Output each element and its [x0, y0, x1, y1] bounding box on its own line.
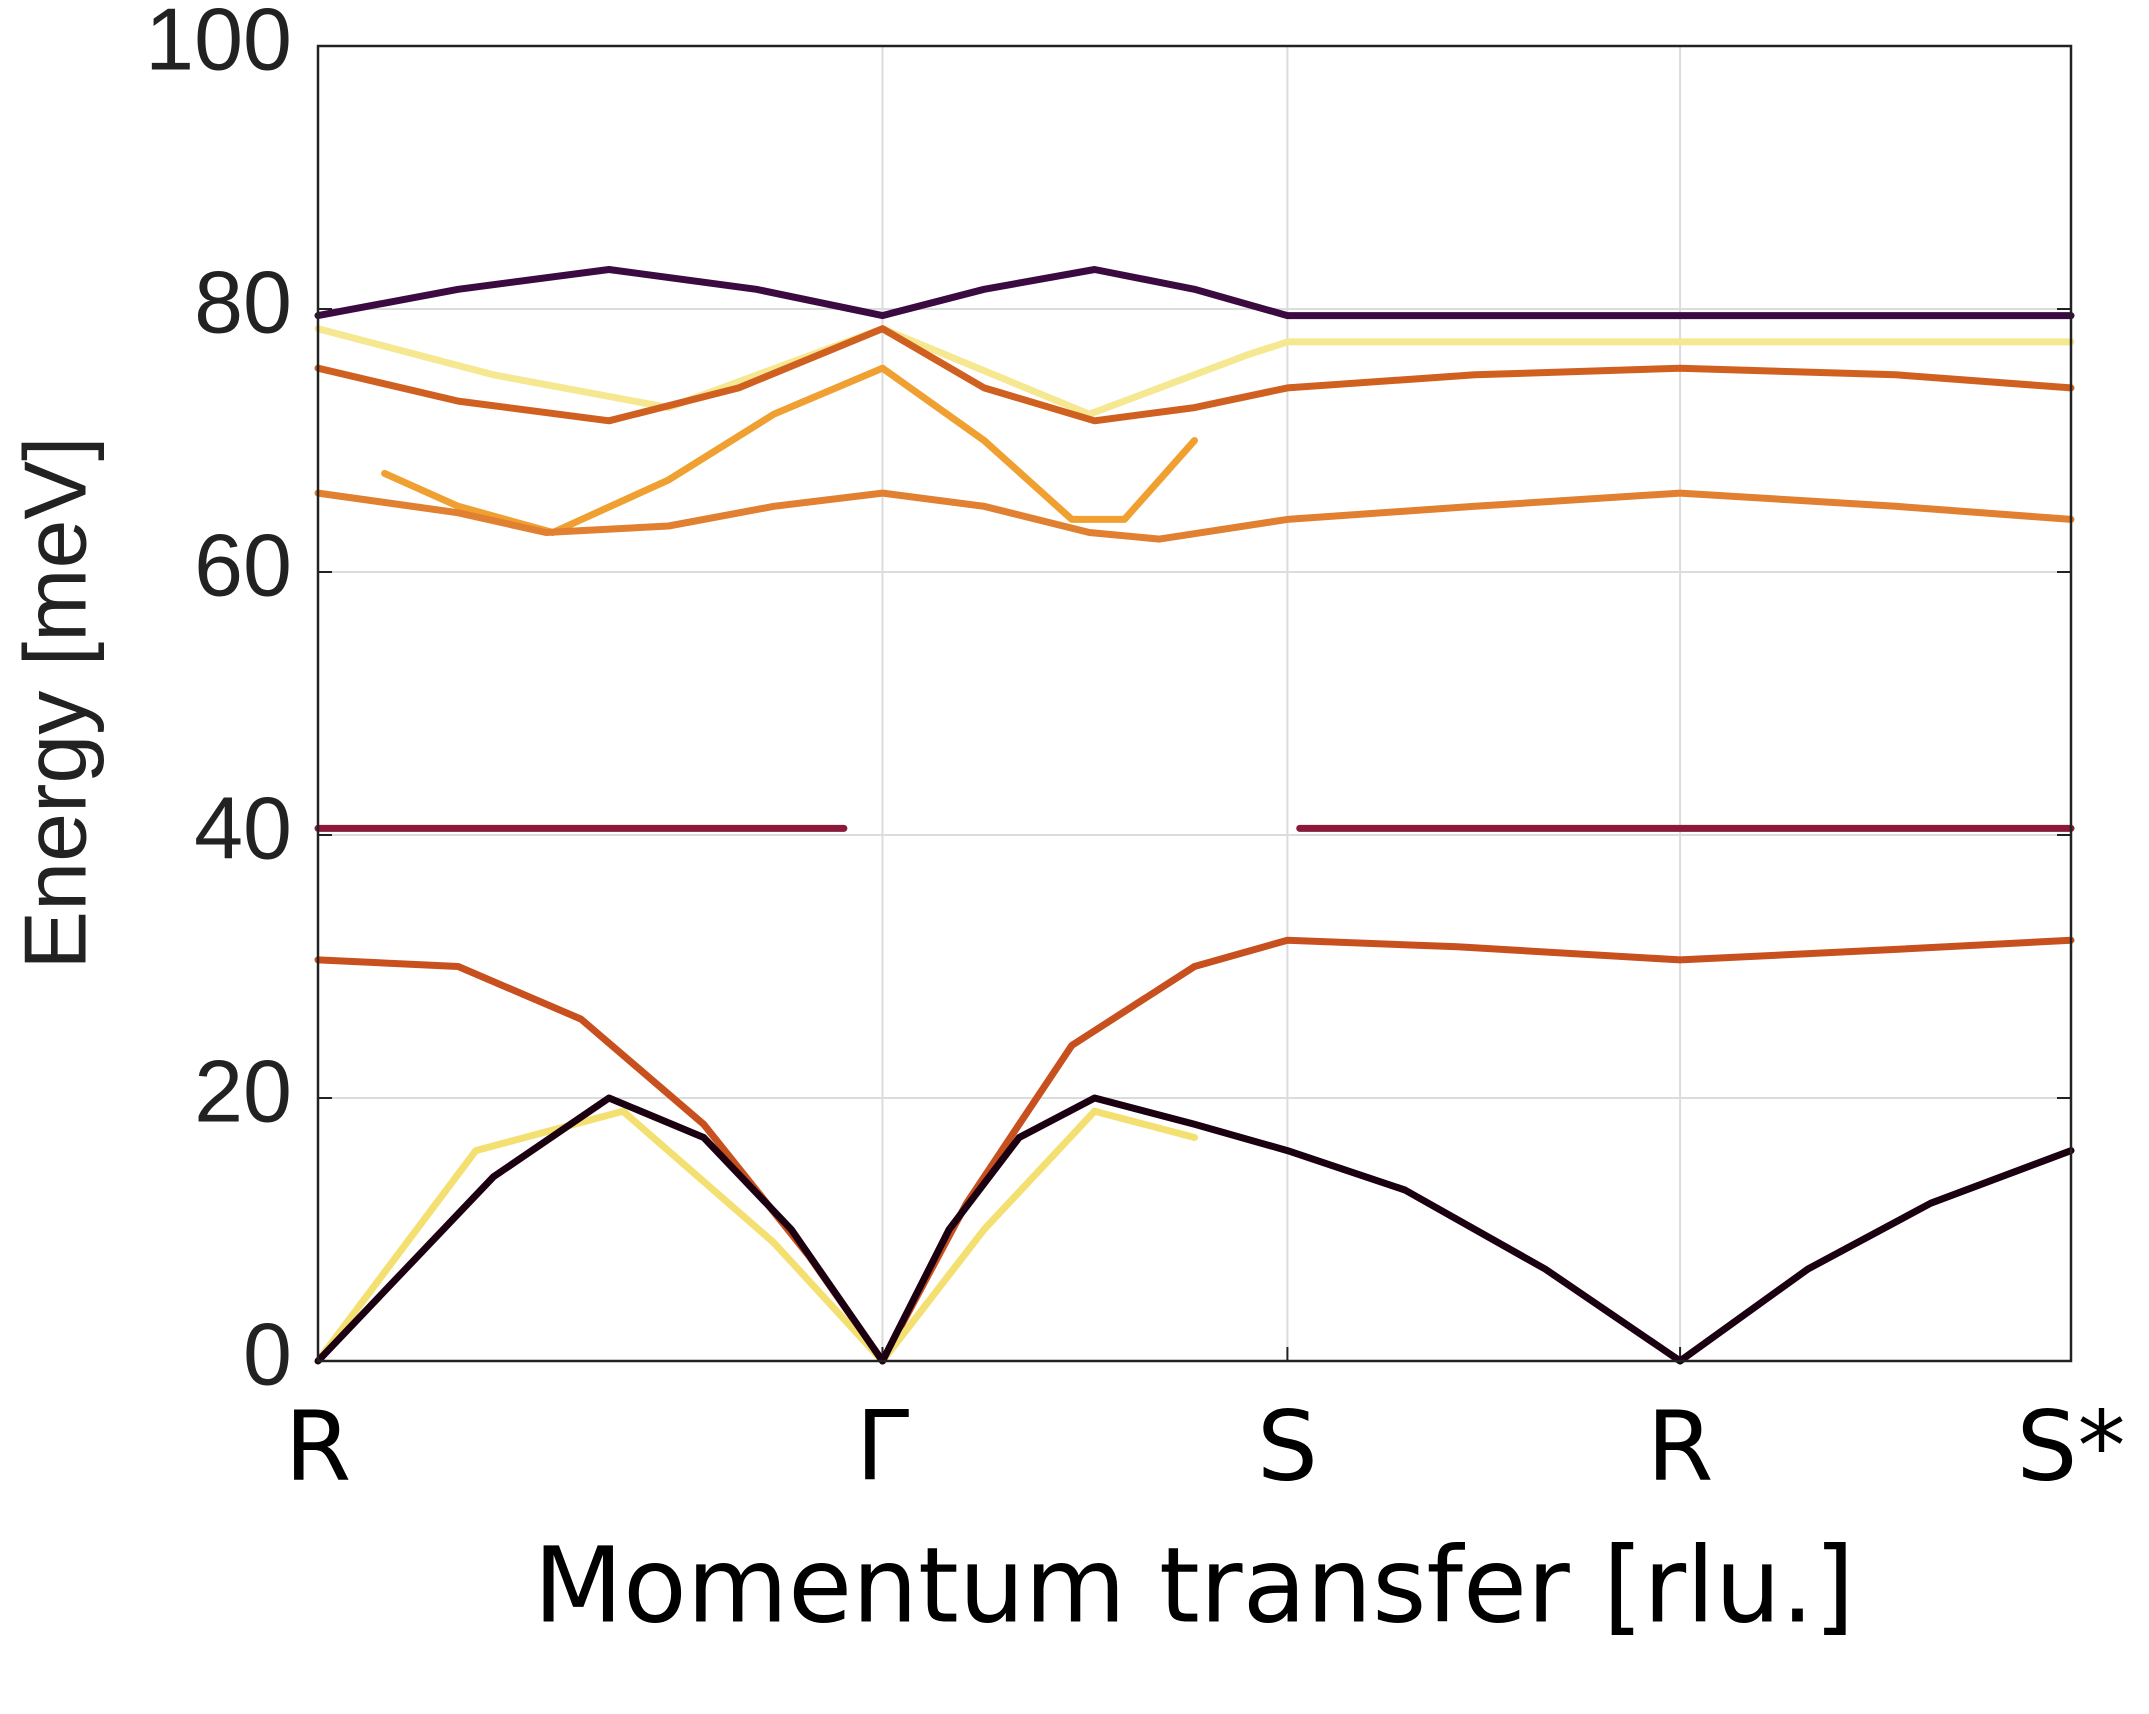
y-axis-label: Energy [meV]	[5, 436, 104, 969]
band-line	[314, 1107, 1198, 1365]
y-tick-label: 80	[194, 252, 292, 351]
y-tick-label: 20	[194, 1041, 292, 1140]
band-line	[314, 936, 2075, 1365]
x-tick-label: Γ	[856, 1390, 909, 1502]
y-tick-label: 100	[145, 0, 292, 88]
band-line	[879, 364, 1198, 523]
band-line	[314, 489, 2075, 543]
y-tick-label: 0	[243, 1304, 292, 1403]
x-tick-label: R	[285, 1390, 352, 1502]
band-line	[314, 266, 2075, 320]
y-tick-label: 60	[194, 515, 292, 614]
x-tick-label: R	[1647, 1390, 1714, 1502]
plot-frame	[316, 44, 2073, 1363]
band-line	[314, 325, 2075, 418]
y-tick-label: 40	[194, 778, 292, 877]
band-line	[314, 1094, 2075, 1365]
x-axis-label: Momentum transfer [rlu.]	[533, 1524, 1854, 1646]
band-line	[314, 325, 2075, 425]
x-tick-label: S*	[2017, 1390, 2126, 1502]
band-line	[381, 364, 886, 536]
x-tick-label: S	[1257, 1390, 1318, 1502]
